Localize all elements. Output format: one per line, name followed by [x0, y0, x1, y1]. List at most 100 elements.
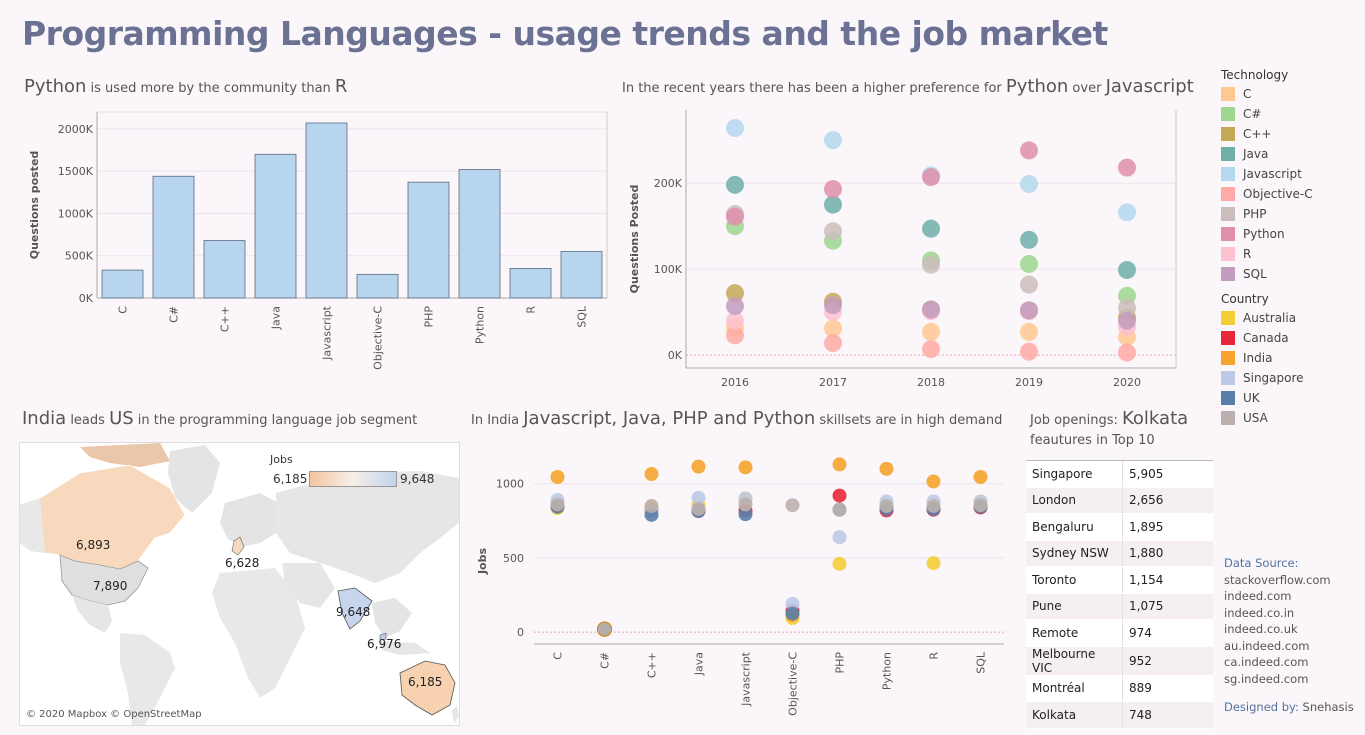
- table-row[interactable]: Toronto 1,154: [1026, 566, 1213, 594]
- southeast-asia-shape: [372, 598, 412, 638]
- point-usa: [738, 497, 753, 512]
- x-tick-label: 2019: [1015, 376, 1043, 389]
- x-tick-label: Python: [881, 652, 894, 690]
- table-row[interactable]: Singapore 5,905: [1026, 461, 1213, 488]
- table-cell-jobs: 1,154: [1122, 566, 1213, 594]
- table-cell-jobs: 748: [1122, 701, 1213, 729]
- point-php: [1020, 275, 1038, 294]
- legend-tech-php[interactable]: PHP: [1221, 204, 1361, 224]
- world-map[interactable]: Jobs 6,185 9,648 6,893 7,890 6,628 9,648…: [19, 442, 460, 726]
- legend-country-singapore[interactable]: Singapore: [1221, 368, 1361, 388]
- legend-tech-c[interactable]: C: [1221, 84, 1361, 104]
- table-row[interactable]: London 2,656: [1026, 487, 1213, 514]
- legend-label: C: [1243, 87, 1252, 101]
- table-row[interactable]: Melbourne VIC 952: [1026, 646, 1213, 676]
- point-c: [726, 284, 744, 303]
- legend-label: SQL: [1243, 267, 1267, 281]
- bar-chart[interactable]: 0K 500K 1000K 1500K 2000K C C# C++ Java Javascrip…: [20, 100, 620, 380]
- table-cell-city: London: [1026, 487, 1123, 514]
- point-usa: [644, 498, 659, 513]
- map-label-singapore: 6,976: [367, 637, 402, 651]
- point-php: [1118, 298, 1136, 317]
- point-singapore: [832, 530, 847, 545]
- table-cell-city: Bengaluru: [1026, 513, 1123, 541]
- bar-objective-c: [356, 273, 399, 299]
- table-cell-jobs: 952: [1122, 646, 1213, 676]
- table-row[interactable]: Pune 1,075: [1026, 593, 1213, 620]
- legend-swatch: [1221, 207, 1235, 221]
- y-tick-label: 1000: [496, 478, 524, 491]
- point-sql: [824, 296, 842, 315]
- point-python: [1118, 158, 1136, 177]
- legend-tech-r[interactable]: R: [1221, 244, 1361, 264]
- data-source-item: ca.indeed.com: [1224, 655, 1309, 669]
- y-axis-label: Questions Posted: [628, 185, 641, 294]
- legend-swatch: [1221, 311, 1235, 325]
- x-tick-label: Objective-C: [372, 306, 385, 370]
- new-zealand-shape: [452, 705, 459, 723]
- table-row[interactable]: Bengaluru 1,895: [1026, 513, 1213, 541]
- legend-tech-javascript[interactable]: Javascript: [1221, 164, 1361, 184]
- point-c: [922, 322, 940, 341]
- legend-country-australia[interactable]: Australia: [1221, 308, 1361, 328]
- legend-country-canada[interactable]: Canada: [1221, 328, 1361, 348]
- x-tick-label: SQL: [975, 651, 988, 674]
- point-python: [726, 207, 744, 226]
- point-java: [824, 195, 842, 214]
- map-label-usa: 7,890: [93, 579, 128, 593]
- legend-label: Java: [1243, 147, 1269, 161]
- legend-country-uk[interactable]: UK: [1221, 388, 1361, 408]
- legend-tech-python[interactable]: Python: [1221, 224, 1361, 244]
- map-canvas[interactable]: [20, 443, 459, 725]
- job-openings-table: Singapore 5,905 London 2,656 Bengaluru 1,895 S…: [1026, 461, 1213, 729]
- legend-country-title: Country: [1221, 292, 1269, 306]
- legend-tech-c[interactable]: C#: [1221, 104, 1361, 124]
- legend-swatch: [1221, 391, 1235, 405]
- map-label-india: 9,648: [336, 605, 371, 619]
- scatter-jobs-chart[interactable]: 0 500 1000 C C# C++ Java Javascript Objective-C P…: [470, 440, 1020, 730]
- point-python: [922, 168, 940, 187]
- point-sql: [1118, 311, 1136, 330]
- table-row[interactable]: Remote 974: [1026, 619, 1213, 647]
- table-row[interactable]: Montréal 889: [1026, 675, 1213, 702]
- y-axis-label: Jobs: [476, 548, 489, 576]
- table-cell-jobs: 889: [1122, 675, 1213, 702]
- data-source-list: stackoverflow.com indeed.com indeed.co.in i…: [1224, 572, 1362, 688]
- legend-tech-java[interactable]: Java: [1221, 144, 1361, 164]
- bar-c: [101, 269, 144, 299]
- legend-tech-objective-c[interactable]: Objective-C: [1221, 184, 1361, 204]
- designed-by-label: Designed by:: [1224, 700, 1299, 714]
- x-tick-label: Objective-C: [787, 652, 800, 716]
- bar-r: [509, 268, 552, 299]
- legend-tech-sql[interactable]: SQL: [1221, 264, 1361, 284]
- point-php: [824, 222, 842, 241]
- legend-swatch: [1221, 147, 1235, 161]
- point-c: [1020, 322, 1038, 341]
- scatter-jobs-title: In India Javascript, Java, PHP and Pytho…: [471, 408, 1002, 429]
- legend-country-usa[interactable]: USA: [1221, 408, 1361, 428]
- point-python: [824, 180, 842, 199]
- legend-country-india[interactable]: India: [1221, 348, 1361, 368]
- point-canada: [832, 488, 847, 503]
- point-java: [726, 175, 744, 194]
- y-tick-label: 0K: [668, 349, 683, 362]
- legend-swatch: [1221, 351, 1235, 365]
- title-r: R: [334, 76, 348, 97]
- point-javascript: [1118, 203, 1136, 222]
- australia-shape: [399, 660, 456, 716]
- table-row[interactable]: Sydney NSW 1,880: [1026, 540, 1213, 567]
- point-india: [691, 459, 706, 474]
- title-text: skillsets are in high demand: [815, 413, 1003, 428]
- scatter-years-chart[interactable]: 0K 100K 200K 2016 2017 2018 2019 2020 Questions …: [620, 100, 1195, 395]
- bar-c: [203, 240, 246, 299]
- point-india: [644, 467, 659, 482]
- title-india: India: [22, 408, 67, 429]
- table-row[interactable]: Kolkata 748: [1026, 701, 1213, 729]
- legend-swatch: [1221, 227, 1235, 241]
- legend-tech-c[interactable]: C++: [1221, 124, 1361, 144]
- bar-java: [254, 153, 297, 299]
- x-tick-label: 2016: [721, 376, 749, 389]
- bar-chart-title: Python is used more by the community tha…: [24, 76, 347, 97]
- legend-label: UK: [1243, 391, 1260, 405]
- point-usa: [691, 501, 706, 516]
